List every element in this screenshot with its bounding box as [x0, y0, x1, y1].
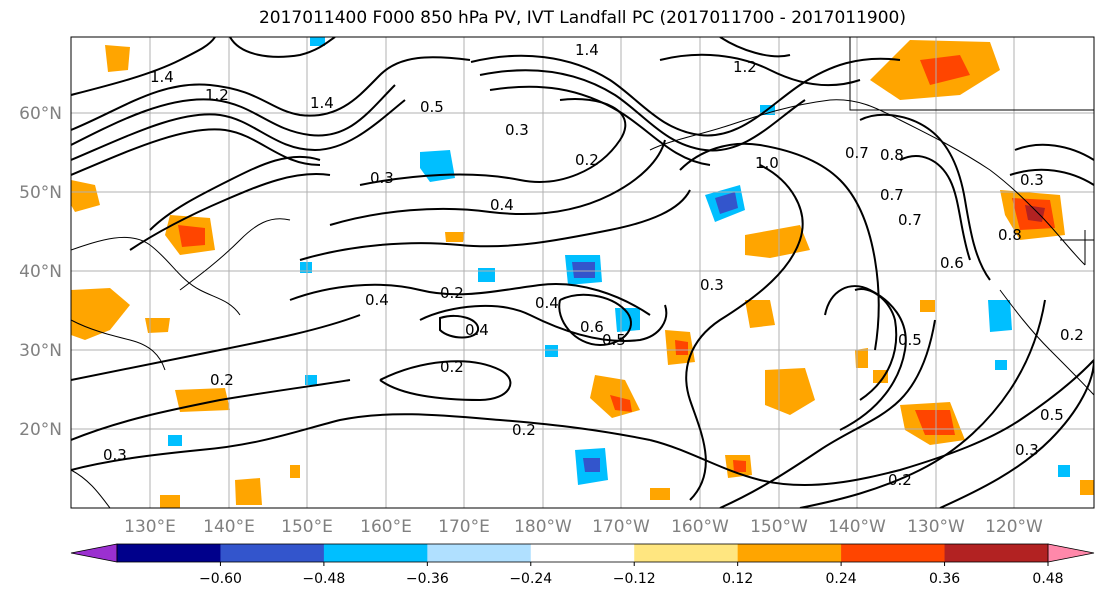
- contour-label: 0.5: [898, 331, 922, 349]
- colorbar: −0.60 −0.48 −0.36 −0.24 −0.12 0.12 0.24 0.36 0.4…: [70, 543, 1095, 587]
- contour-label: 0.6: [580, 318, 604, 336]
- colorbar-tick-label: −0.24: [509, 571, 552, 587]
- colorbar-segment: [737, 544, 842, 562]
- lon-label: 170°E: [438, 517, 490, 537]
- contour-label: 0.7: [898, 211, 922, 229]
- contour-label: 0.5: [602, 331, 626, 349]
- colorbar-tick-label: −0.60: [199, 571, 242, 587]
- colorbar-segment: [530, 544, 635, 562]
- colorbar-extend-left: [70, 543, 118, 563]
- colorbar-segment: [944, 544, 1049, 562]
- colorbar-segment: [323, 544, 428, 562]
- contour-label: 1.0: [755, 154, 779, 172]
- contour-label: 0.4: [365, 291, 389, 309]
- pv-contours: [71, 37, 1094, 508]
- contour-label: 0.2: [210, 371, 234, 389]
- colorbar-tick-label: 0.12: [722, 571, 753, 587]
- lon-label: 160°E: [360, 517, 412, 537]
- contour-label: 0.7: [880, 186, 904, 204]
- contour-label: 0.8: [880, 146, 904, 164]
- contour-label: 0.4: [535, 294, 559, 312]
- lon-label: 130°E: [124, 517, 176, 537]
- lat-label: 50°N: [19, 183, 62, 203]
- contour-label: 0.4: [465, 321, 489, 339]
- contour-label: 0.2: [1060, 326, 1084, 344]
- contour-label: 0.2: [888, 471, 912, 489]
- lon-label: 130°W: [907, 517, 965, 537]
- contour-label: 0.3: [1020, 171, 1044, 189]
- colorbar-tick-label: 0.48: [1032, 571, 1063, 587]
- contour-label: 0.6: [940, 254, 964, 272]
- colorbar-tick-label: −0.36: [406, 571, 449, 587]
- contour-label: 0.3: [103, 446, 127, 464]
- lon-label: 150°E: [281, 517, 333, 537]
- lat-label: 60°N: [19, 104, 62, 124]
- lat-label: 40°N: [19, 262, 62, 282]
- contour-label: 0.2: [440, 358, 464, 376]
- lon-label: 160°W: [671, 517, 729, 537]
- lat-label: 30°N: [19, 341, 62, 361]
- longitude-labels: 130°E 140°E 150°E 160°E 170°E 180°W 170°…: [124, 517, 1043, 537]
- contour-label: 0.3: [505, 121, 529, 139]
- lon-label: 120°W: [985, 517, 1043, 537]
- colorbar-tick-label: 0.24: [826, 571, 857, 587]
- colorbar-segment: [220, 544, 325, 562]
- lon-label: 150°W: [750, 517, 808, 537]
- contour-label: 0.3: [370, 169, 394, 187]
- contour-labels: 1.4 1.2 1.4 1.4 1.2 0.5 0.3 0.2 1.0 0.3 …: [103, 41, 1084, 489]
- lon-label: 140°E: [203, 517, 255, 537]
- lon-label: 140°W: [828, 517, 886, 537]
- contour-label: 0.4: [490, 196, 514, 214]
- lat-label: 20°N: [19, 420, 62, 440]
- contour-label: 0.3: [700, 276, 724, 294]
- contour-label: 0.2: [575, 151, 599, 169]
- lon-label: 170°W: [592, 517, 650, 537]
- colorbar-extend-right: [1047, 543, 1095, 563]
- colorbar-outline: [116, 543, 1049, 563]
- colorbar-segment: [427, 544, 532, 562]
- contour-label: 0.8: [998, 226, 1022, 244]
- map-title: 2017011400 F000 850 hPa PV, IVT Landfall…: [258, 8, 906, 28]
- colorbar-segment: [841, 544, 946, 562]
- latitude-labels: 60°N 50°N 40°N 30°N 20°N: [19, 104, 62, 440]
- contour-label: 1.4: [575, 41, 599, 59]
- contour-label: 0.3: [1015, 441, 1039, 459]
- colorbar-tick-label: 0.36: [929, 571, 960, 587]
- colorbar-segment: [634, 544, 739, 562]
- contour-label: 1.2: [205, 86, 229, 104]
- colorbar-segment: [117, 544, 221, 562]
- contour-label: 0.2: [512, 421, 536, 439]
- contour-label: 1.2: [733, 58, 757, 76]
- coastlines: [71, 37, 1094, 508]
- contour-label: 1.4: [150, 68, 174, 86]
- contour-label: 1.4: [310, 94, 334, 112]
- colorbar-tick-label: −0.12: [613, 571, 656, 587]
- contour-label: 0.2: [440, 284, 464, 302]
- contour-label: 0.5: [420, 98, 444, 116]
- contour-label: 0.5: [1040, 406, 1064, 424]
- lon-label: 180°W: [514, 517, 572, 537]
- plot-frame: [70, 36, 1095, 509]
- positive-anomaly-shading: [71, 40, 1094, 508]
- contour-label: 0.7: [845, 144, 869, 162]
- colorbar-tick-label: −0.48: [302, 571, 345, 587]
